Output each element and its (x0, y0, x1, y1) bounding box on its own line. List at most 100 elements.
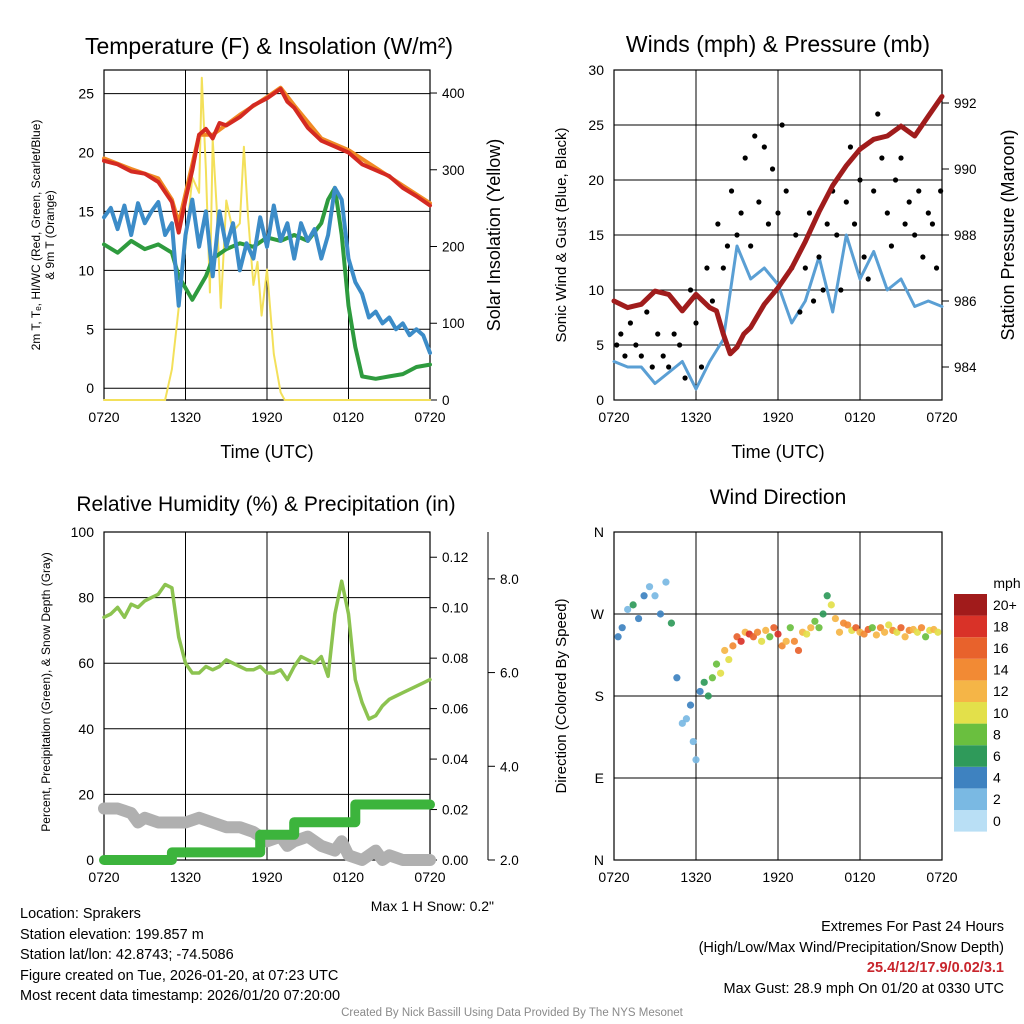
colorbar-label: 8 (993, 726, 1001, 742)
x-tick-label: 0720 (926, 869, 957, 885)
gust-point (879, 155, 885, 161)
direction-point (885, 621, 893, 629)
max-gust-text: Max Gust: 28.9 mph On 01/20 at 0330 UTC (723, 980, 1004, 997)
y-tick-label: 0 (86, 380, 94, 396)
colorbar-label: 12 (993, 683, 1009, 699)
precip-axis-tick-label: 0.00 (442, 853, 468, 868)
gust-point (618, 331, 624, 337)
y-axis-label-line-2: & 9m T (Orange) (43, 190, 57, 280)
y-tick-label: 20 (588, 172, 604, 188)
gust-point (761, 144, 767, 150)
direction-point (753, 628, 762, 636)
direction-point (934, 628, 942, 636)
gust-point (660, 353, 666, 359)
gust-point (738, 210, 744, 216)
colorbar-swatch (954, 810, 987, 832)
gust-point (638, 353, 644, 359)
direction-point (774, 630, 782, 638)
y-tick-label: 10 (588, 282, 604, 298)
colorbar-label: 16 (993, 640, 1009, 656)
y-tick-label: 5 (86, 321, 94, 337)
direction-point (872, 631, 881, 639)
gust-point (865, 276, 871, 282)
y-tick-label: 5 (596, 337, 604, 353)
direction-point (640, 592, 648, 600)
gust-point (884, 210, 890, 216)
direction-point (662, 578, 670, 586)
gust-point (756, 199, 762, 205)
direction-point (700, 678, 708, 686)
extremes-panel: Extremes For Past 24 Hours (High/Low/Max… (699, 917, 1004, 999)
direction-point (667, 619, 676, 627)
y-tick-label: 0 (596, 392, 604, 408)
x-tick-label: 1920 (251, 409, 282, 425)
colorbar-swatch (954, 702, 987, 724)
direction-point (737, 637, 745, 645)
humidity-precip-chart: 0720 1320 1920 0120 07200204060801000.000.02… (39, 493, 519, 885)
gust-point (916, 188, 922, 194)
gust-point (655, 331, 661, 337)
colorbar-swatch (954, 615, 987, 638)
gust-point (752, 133, 758, 139)
series-pressure (611, 93, 945, 357)
chart-title: Temperature (F) & Insolation (W/m²) (85, 33, 453, 59)
gust-point (824, 221, 830, 227)
extremes-title: Extremes For Past 24 Hours (821, 919, 1004, 935)
credit-line: Created By Nick Bassill Using Data Provi… (341, 1007, 683, 1019)
colorbar-swatch (954, 766, 987, 789)
gust-point (933, 265, 940, 271)
gust-point (806, 210, 813, 216)
plot-frame (103, 69, 431, 401)
gust-point (682, 375, 688, 381)
x-tick-label: 1320 (170, 869, 201, 885)
precip-axis-tick-label: 0.12 (442, 550, 468, 565)
x-tick-label: 0720 (598, 869, 629, 885)
y2-axis-tick-label: 990 (954, 162, 977, 177)
direction-point (794, 646, 803, 655)
direction-point (721, 646, 729, 655)
direction-point (614, 633, 622, 641)
direction-point (881, 628, 889, 636)
gust-point (857, 177, 863, 183)
gust-point (704, 265, 710, 271)
gust-point (838, 287, 844, 293)
x-tick-label: 0720 (414, 869, 445, 885)
y-tick-label: 25 (78, 86, 94, 102)
gust-point (693, 320, 699, 326)
direction-point (651, 592, 659, 600)
created-text: Figure created on Tue, 2026-01-20, at 07… (20, 967, 339, 984)
y2-axis-tick-label: 400 (442, 86, 465, 101)
precip-axis-tick-label: 0.02 (442, 803, 468, 818)
direction-point (682, 715, 691, 723)
direction-point (645, 583, 654, 591)
x-tick-label: 0120 (844, 409, 875, 425)
colorbar-label: 14 (993, 662, 1009, 678)
gust-point (779, 122, 785, 128)
gust-point (820, 287, 826, 293)
colorbar-label: 10 (993, 705, 1009, 721)
direction-point (704, 692, 712, 700)
gust-point (929, 221, 936, 227)
x-tick-label: 1320 (680, 869, 711, 885)
direction-point (868, 624, 876, 632)
y-tick-label: 80 (78, 590, 94, 606)
y2-axis-tick-label: 200 (442, 240, 465, 255)
x-tick-label: 0120 (844, 869, 875, 885)
gust-point (847, 144, 854, 150)
gust-point (843, 199, 849, 205)
direction-point (725, 655, 733, 664)
max-snow-note: Max 1 H Snow: 0.2" (370, 898, 494, 914)
gust-point (775, 210, 781, 216)
precip-axis-tick-label: 0.06 (442, 702, 468, 717)
x-tick-label: 1920 (762, 409, 793, 425)
gust-point (816, 254, 822, 260)
direction-point (762, 626, 770, 635)
direction-point (729, 642, 737, 650)
y-tick-label: S (595, 688, 604, 704)
direction-point (708, 674, 717, 682)
precip-axis-tick-label: 0.10 (442, 601, 468, 616)
gust-point (728, 188, 735, 194)
colorbar-swatch (954, 745, 987, 767)
wind-speed-colorbar: mph 0 2 4 6 8 10 12 14 16 18 20+ (954, 575, 1021, 832)
